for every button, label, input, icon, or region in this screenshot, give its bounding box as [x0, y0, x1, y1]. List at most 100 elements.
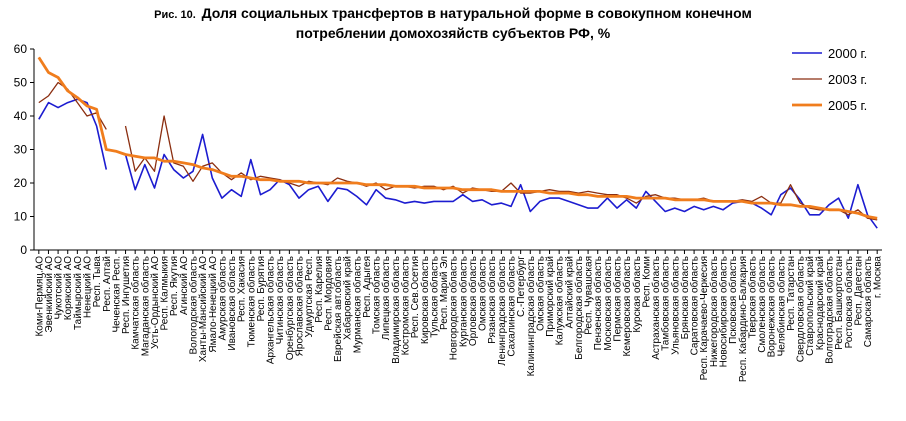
x-tick-label: Калининградская область	[525, 256, 537, 376]
x-tick-label: Свердловская область	[795, 256, 807, 362]
x-tick-label: Респ. Марий Эл	[439, 256, 450, 330]
x-tick-label: Агинский АО	[179, 256, 190, 315]
legend: 2000 г. 2003 г. 2005 г.	[792, 46, 867, 113]
x-tick-label: Костромская область	[400, 256, 412, 355]
x-tick-label: Ярославская область	[294, 256, 306, 356]
x-tick-label: Таймырский АО	[73, 256, 84, 330]
x-tick-label: Вологодская область	[188, 256, 200, 355]
x-tick-label: Омская область	[477, 256, 489, 331]
x-tick-label: Астраханская область	[650, 256, 662, 360]
x-tick-label: Респ. Башкортостан	[834, 256, 845, 350]
y-tick-label: 40	[14, 109, 28, 123]
x-tick-label: Эвенкийский АО	[44, 256, 55, 333]
x-tick-label: Алтайский край	[564, 256, 575, 329]
x-tick-label: Чукотский АО	[54, 256, 65, 320]
legend-label: 2000 г.	[828, 46, 867, 61]
series-line-2005	[37, 56, 878, 220]
figure-number: Рис. 10.	[154, 9, 196, 21]
title-line-2: потреблении домохозяйств субъектов РФ, %	[295, 25, 611, 41]
axes	[30, 48, 882, 254]
x-tick-label: Респ. Бурятия	[256, 256, 267, 321]
x-tick-label: Томская область	[371, 256, 383, 334]
legend-label: 2005 г.	[828, 98, 867, 113]
x-tick-label: Амурская область	[216, 256, 228, 340]
x-tick-label: Саратовская область	[689, 256, 701, 355]
x-tick-label: Рязанская область	[486, 256, 498, 344]
x-tick-label: Респ. Калмыкия	[160, 256, 171, 330]
x-tick-label: Новосибирская область	[718, 256, 730, 367]
x-tick-label: Камчатская область	[130, 256, 142, 350]
x-tick-label: Респ. Дагестан	[853, 256, 864, 326]
x-tick-label: Респ. Сев.Осетия	[410, 256, 421, 338]
x-tick-label: Московская область	[602, 256, 614, 351]
x-tick-label: Приморский край	[545, 256, 556, 337]
y-tick-label: 30	[14, 143, 28, 157]
x-tick-label: г. Москва	[873, 256, 884, 299]
x-tick-label: Ульяновская область	[669, 256, 681, 355]
x-tick-label: Респ. Татарстан	[786, 256, 797, 331]
x-tick-label: Липецкая область	[380, 256, 392, 340]
y-tick-label: 0	[20, 243, 27, 257]
x-tick-label: Брянская область	[679, 256, 691, 339]
x-tick-label: Калужская область	[554, 256, 566, 345]
x-tick-label: Тамбовская область	[660, 256, 672, 351]
x-tick-label: Курганская область	[457, 256, 469, 347]
x-tick-label: Респ. Коми	[641, 256, 652, 308]
x-tick-label: Ханты-Мансийский АО	[198, 256, 209, 362]
x-tick-label: Респ. Карачаево-Черкесия	[699, 256, 710, 380]
series-lines	[37, 56, 878, 229]
x-tick-label: Тверская область	[746, 256, 758, 338]
x-tick-label: Читинская область	[274, 256, 286, 344]
x-tick-label: Респ. Ингушетия	[121, 256, 132, 334]
x-tick-label: Самарская область	[862, 256, 874, 347]
x-tick-label: Респ. Мордовия	[323, 256, 334, 331]
x-tick-label: Пензенская область	[592, 256, 604, 350]
x-tick-label: Респ. Хакасия	[237, 256, 248, 322]
x-tick-label: Респ. Чувашская	[584, 256, 595, 335]
x-tick-label: Мурманская область	[351, 256, 363, 353]
x-tick-label: Хабаровский край	[342, 256, 354, 340]
x-tick-label: Усть-Ордынский АО	[150, 256, 161, 349]
y-tick-label: 60	[14, 42, 28, 56]
x-tick-label: Волгоградская область	[824, 256, 836, 364]
x-tick-label: Нижегородская область	[708, 256, 720, 367]
x-tick-label: Омская область	[534, 256, 546, 331]
x-tick-label: Ямало-Ненецкий АО	[208, 256, 219, 353]
x-tick-label: Курская область	[631, 256, 643, 333]
x-tick-label: Ивановская область	[226, 256, 238, 351]
y-tick-label: 10	[14, 210, 28, 224]
x-tick-label: Воронежская область	[766, 256, 778, 357]
x-tick-label: Респ. Алтай	[102, 256, 113, 312]
legend-label: 2003 г.	[828, 72, 867, 87]
x-tick-label: Ставропольский край	[805, 256, 816, 356]
x-tick-label: Челябинская область	[775, 256, 787, 356]
x-tick-label: Владимирская область	[390, 256, 402, 364]
x-tick-label: Ленинградская область	[496, 256, 508, 366]
x-tick-label: Белгородская область	[573, 256, 585, 360]
y-tick-label: 50	[14, 76, 28, 90]
x-tick-label: Корякский АО	[63, 256, 74, 321]
x-tick-label: Оренбургская область	[284, 256, 296, 360]
series-line-2003	[38, 81, 878, 221]
x-tick-label: Ростовская область	[843, 256, 855, 348]
x-tick-label: Псковская область	[727, 256, 739, 344]
x-tick-label: Респ. Тыва	[92, 256, 103, 308]
x-tick-label: Респ. Якутия	[169, 256, 180, 316]
chart-title: Рис. 10. Доля социальных трансфертов в н…	[0, 4, 906, 42]
x-tick-label: Кемеровская область	[621, 256, 633, 357]
x-tick-label: Коми-Пермяц.АО	[34, 256, 45, 337]
x-tick-label: Архангельская область	[265, 256, 277, 364]
x-tick-label: Сахалинская область	[506, 256, 518, 357]
x-tick-label: Пермская область	[612, 256, 624, 342]
x-tick-label: Смоленская область	[756, 256, 768, 353]
title-line-1: Доля социальных трансфертов в натурально…	[201, 5, 752, 21]
x-tick-label: Кировская область	[419, 256, 431, 344]
x-tick-label: Тульская область	[428, 256, 440, 338]
x-tick-label: Чеченская Респ.	[111, 256, 122, 333]
y-tick-labels: 0 10 20 30 40 50 60	[14, 42, 28, 257]
y-tick-label: 20	[14, 176, 28, 190]
x-tick-label: Тюменская область	[245, 256, 257, 347]
x-tick-label: Ненецкий АО	[83, 256, 94, 318]
